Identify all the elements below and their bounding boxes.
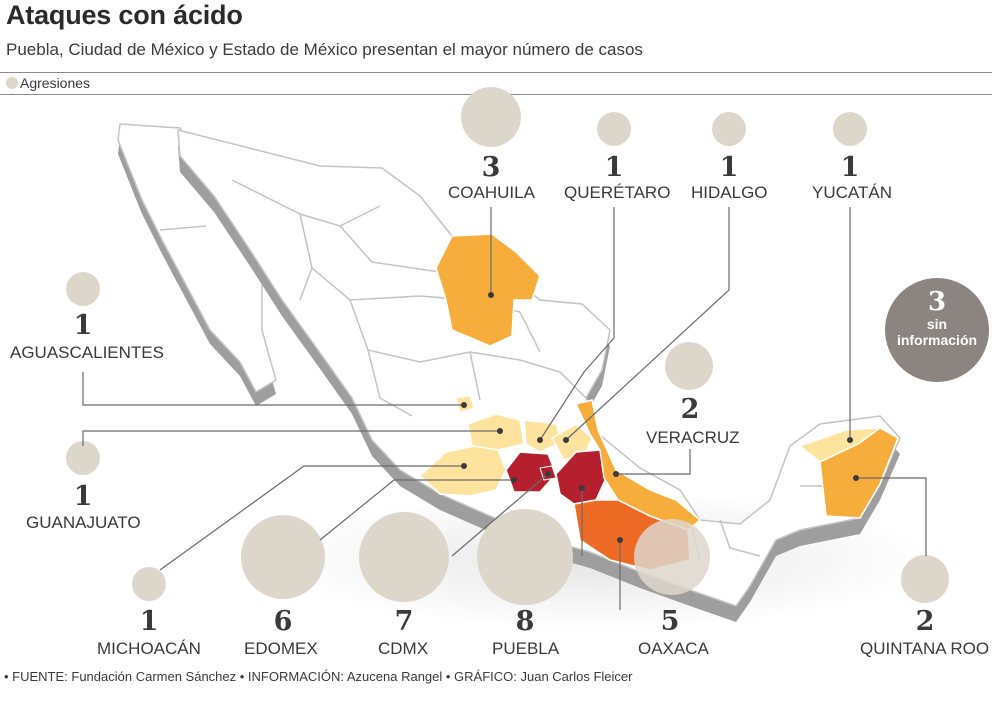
count-michoacan: 1 (139, 606, 159, 637)
label-cdmx: CDMX (378, 639, 429, 658)
label-queretaro: QUERÉTARO (564, 183, 671, 202)
count-oaxaca: 5 (660, 606, 680, 637)
bubble-veracruz (665, 342, 713, 390)
label-guanajuato: GUANAJUATO (26, 513, 141, 532)
count-puebla: 8 (515, 606, 535, 637)
label-coahuila: COAHUILA (448, 183, 535, 202)
count-cdmx: 7 (394, 606, 414, 637)
state-quintana-roo (819, 427, 899, 519)
bubble-quintana-roo (901, 555, 949, 603)
no-data-label-line1: sin (926, 316, 948, 332)
leader-dots (461, 292, 859, 543)
label-puebla: PUEBLA (492, 639, 560, 658)
leader-cdmx (451, 473, 549, 557)
label-aguascalientes: AGUASCALIENTES (10, 343, 164, 362)
bubble-coahuila (461, 87, 521, 147)
leader-queretaro (539, 207, 615, 441)
no-data-badge: 3 sin información (885, 278, 989, 382)
leader-michoacan (159, 465, 464, 571)
leader-quintana-roo (856, 477, 927, 556)
leader-edomex (319, 479, 514, 541)
bubbles (66, 87, 949, 605)
bubble-guanajuato (66, 441, 100, 475)
bubble-michoacan (132, 567, 166, 601)
count-guanajuato: 1 (73, 481, 93, 512)
state-puebla (555, 449, 607, 505)
legend-bubble-icon (6, 77, 18, 89)
bubble-queretaro (597, 112, 631, 146)
label-edomex: EDOMEX (244, 639, 318, 658)
label-quintana-roo: QUINTANA ROO (860, 639, 990, 658)
count-aguascalientes: 1 (73, 310, 93, 341)
bubble-aguascalientes (66, 272, 100, 306)
leader-veracruz (616, 449, 691, 475)
bubble-yucatan (833, 112, 867, 146)
leader-aguascalientes (82, 372, 464, 406)
label-michoacan: MICHOACÁN (97, 639, 201, 658)
leader-hidalgo (565, 207, 730, 441)
state-veracruz (574, 399, 702, 531)
mainland-top (177, 129, 901, 607)
bubble-cdmx (359, 512, 449, 602)
page-title: Ataques con ácido (6, 0, 243, 30)
count-edomex: 6 (273, 606, 293, 637)
legend-label: Agresiones (20, 75, 91, 91)
no-data-count: 3 (927, 287, 947, 317)
count-quintana-roo: 2 (915, 606, 935, 637)
label-yucatan: YUCATÁN (812, 183, 892, 202)
no-data-label-line2: información (896, 332, 978, 348)
page-subtitle: Puebla, Ciudad de México y Estado de Méx… (6, 40, 643, 59)
count-hidalgo: 1 (719, 152, 739, 183)
state-borders (231, 179, 840, 561)
state-coahuila (435, 233, 541, 347)
bubble-edomex (241, 515, 325, 599)
label-hidalgo: HIDALGO (691, 183, 768, 202)
count-coahuila: 3 (481, 152, 501, 183)
count-veracruz: 2 (680, 394, 700, 425)
bubble-oaxaca (634, 519, 710, 595)
leader-guanajuato (82, 430, 500, 446)
label-veracruz: VERACRUZ (646, 428, 740, 447)
count-queretaro: 1 (604, 152, 624, 183)
top-divider (0, 72, 992, 73)
count-yucatan: 1 (840, 152, 860, 183)
label-oaxaca: OAXACA (638, 639, 709, 658)
legend: Agresiones (6, 75, 90, 91)
source-footer: • FUENTE: Fundación Carmen Sánchez • INF… (4, 669, 633, 684)
bubble-puebla (477, 509, 573, 605)
bubble-hidalgo (712, 112, 746, 146)
leader-lines (82, 207, 927, 610)
